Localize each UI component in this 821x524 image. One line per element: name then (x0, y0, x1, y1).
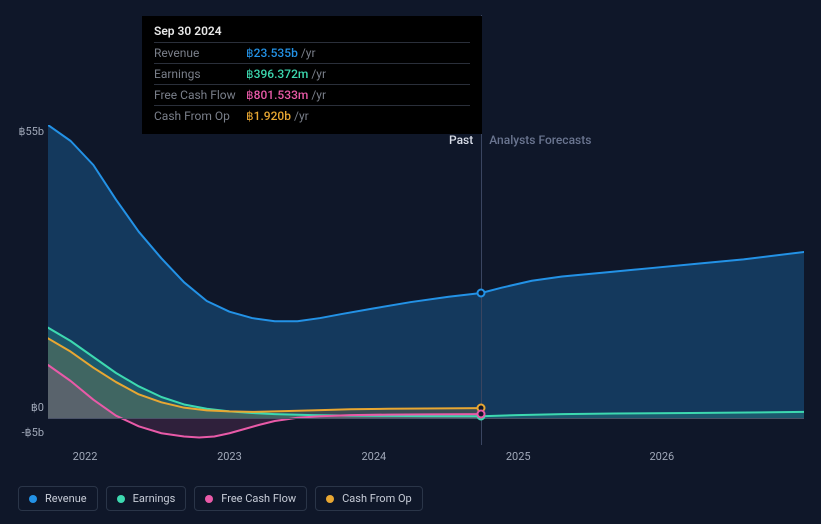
tooltip-metric-label: Earnings (154, 67, 246, 81)
x-tick-label: 2022 (73, 450, 98, 463)
zero-baseline (48, 418, 804, 419)
chart-tooltip: Sep 30 2024 Revenue฿23.535b/yrEarnings฿3… (142, 16, 482, 134)
x-tick-label: 2026 (649, 450, 674, 463)
legend-label: Cash From Op (342, 492, 412, 505)
chart-svg (48, 125, 804, 445)
tooltip-row: Earnings฿396.372m/yr (154, 63, 470, 84)
legend-label: Earnings (133, 492, 176, 505)
tooltip-metric-value: ฿1.920b (246, 109, 291, 123)
series-marker-fcf (477, 410, 486, 419)
forecast-section-label: Analysts Forecasts (489, 133, 591, 147)
x-tick-label: 2023 (217, 450, 242, 463)
x-tick-label: 2024 (361, 450, 386, 463)
tooltip-metric-unit: /yr (311, 88, 326, 102)
past-section-label: Past (449, 133, 473, 147)
legend-dot-icon (205, 495, 213, 503)
financial-chart: ฿55b ฿0 -฿5b Past Analysts Forecasts (18, 125, 804, 445)
tooltip-metric-value: ฿23.535b (246, 46, 298, 60)
tooltip-date: Sep 30 2024 (154, 24, 470, 38)
tooltip-metric-label: Cash From Op (154, 109, 246, 123)
tooltip-metric-unit: /yr (311, 67, 326, 81)
y-axis-zero-label: ฿0 (4, 401, 44, 414)
tooltip-row: Cash From Op฿1.920b/yr (154, 105, 470, 126)
legend-item-earnings[interactable]: Earnings (106, 486, 187, 511)
tooltip-metric-unit: /yr (294, 109, 309, 123)
tooltip-row: Free Cash Flow฿801.533m/yr (154, 84, 470, 105)
series-marker-revenue (477, 289, 486, 298)
legend-label: Free Cash Flow (221, 492, 296, 505)
x-tick-label: 2025 (506, 450, 531, 463)
y-axis-min-label: -฿5b (4, 426, 44, 439)
legend-dot-icon (326, 495, 334, 503)
legend-dot-icon (117, 495, 125, 503)
series-area-revenue (48, 125, 804, 418)
tooltip-row: Revenue฿23.535b/yr (154, 42, 470, 63)
legend-dot-icon (29, 495, 37, 503)
tooltip-metric-value: ฿396.372m (246, 67, 308, 81)
tooltip-metric-value: ฿801.533m (246, 88, 308, 102)
plot-area[interactable]: Past Analysts Forecasts (48, 125, 804, 445)
legend-item-cash-from-op[interactable]: Cash From Op (315, 486, 423, 511)
legend-label: Revenue (45, 492, 87, 505)
legend-item-revenue[interactable]: Revenue (18, 486, 98, 511)
tooltip-metric-label: Revenue (154, 46, 246, 60)
tooltip-metric-unit: /yr (301, 46, 316, 60)
tooltip-metric-label: Free Cash Flow (154, 88, 246, 102)
y-axis-max-label: ฿55b (4, 125, 44, 138)
chart-legend: Revenue Earnings Free Cash Flow Cash From O… (18, 486, 423, 511)
legend-item-free-cash-flow[interactable]: Free Cash Flow (194, 486, 307, 511)
